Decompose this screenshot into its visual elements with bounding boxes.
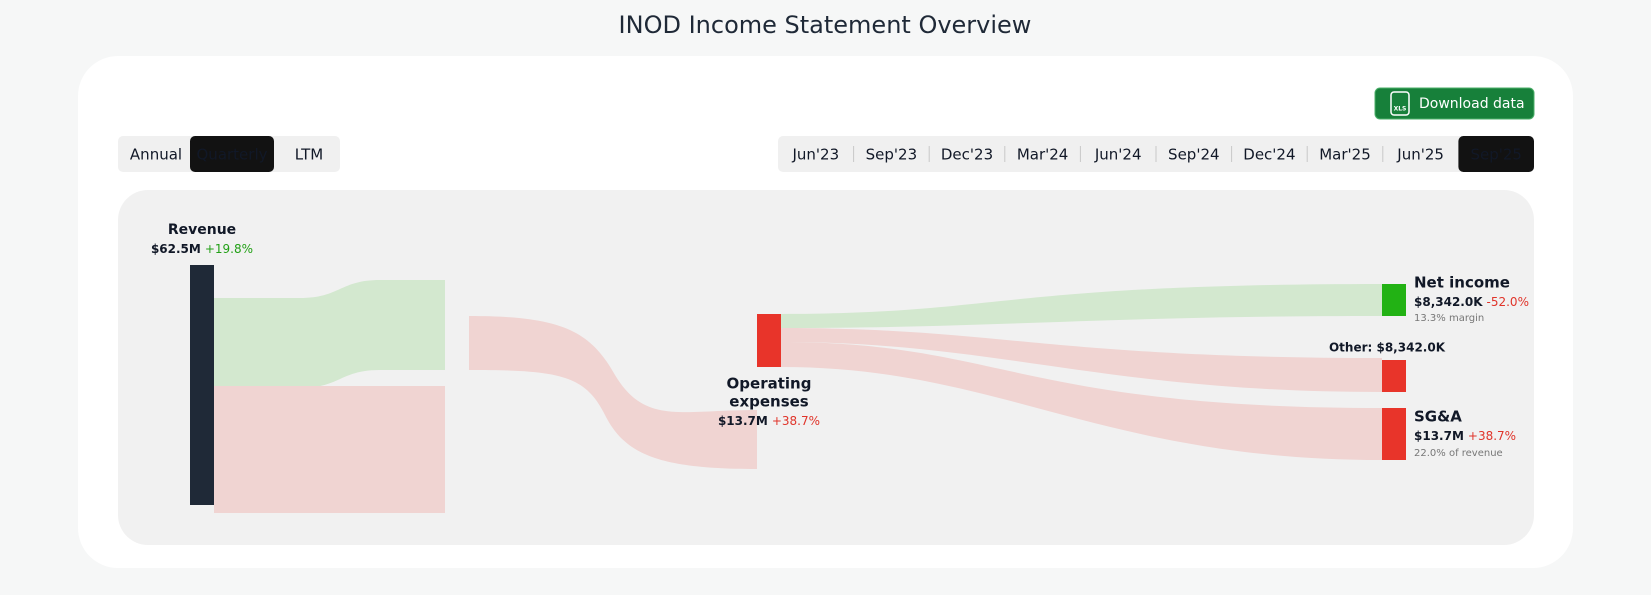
period-tab[interactable]: Sep'25 [1470,146,1521,164]
node-label: expenses [729,393,809,411]
node-value: $8,342.0K [1414,295,1483,309]
node-stats: $13.7M +38.7% [1414,429,1516,443]
period-tab[interactable]: Sep'23 [866,146,917,164]
node-change: +38.7% [772,414,820,428]
tab-active-bg [190,136,274,172]
node-label: Revenue [168,222,236,238]
other-node [1382,360,1406,392]
tab-active-bg [1458,136,1534,172]
node-label: SG&A [1414,408,1462,426]
file-icon-text: XLS [1394,106,1407,113]
period-tab[interactable]: Sep'24 [1168,146,1219,164]
node-stats: $8,342.0K -52.0% [1414,295,1529,309]
file-icon [1390,91,1410,116]
node-note: 22.0% of revenue [1414,448,1503,459]
sankey-labels: Revenue $62.5M +19.8% Operating expenses … [151,222,1529,459]
period-tab[interactable]: Jun'25 [1396,146,1444,164]
sga-node [1382,408,1406,460]
period-tab[interactable]: Jun'23 [791,146,839,164]
flow [781,342,1382,460]
node-value: $13.7M [718,414,768,428]
period-tab[interactable]: Mar'24 [1017,146,1069,164]
node-label: Operating [727,375,812,393]
node-stats: $62.5M +19.8% [151,242,253,256]
flow [469,316,757,469]
node-change: +19.8% [205,242,253,256]
download-label: Download data [1419,96,1525,112]
opex-node [757,314,781,367]
node-stats: $13.7M +38.7% [718,414,820,428]
flow [214,280,445,388]
period-tab[interactable]: Mar'25 [1319,146,1371,164]
revenue-node [190,265,214,505]
flow [781,284,1382,328]
node-label: Net income [1414,274,1510,292]
period-tab[interactable]: Dec'23 [941,146,993,164]
node-change: -52.0% [1487,295,1529,309]
flow [781,328,1382,392]
flow [214,386,445,513]
node-note: 13.3% margin [1414,313,1484,324]
period-type-tab[interactable]: Quarterly [197,146,268,164]
net-income-node [1382,284,1406,316]
download-button[interactable]: XLS Download data [1374,87,1535,120]
sankey-flows [190,265,1406,513]
node-label: Other: $8,342.0K [1329,341,1446,355]
download-bg [1374,87,1535,120]
period-type-tab[interactable]: LTM [295,146,323,164]
node-change: +38.7% [1468,429,1516,443]
period-tab[interactable]: Jun'24 [1094,146,1142,164]
node-value: $62.5M [151,242,201,256]
node-value: $13.7M [1414,429,1464,443]
page-title: INOD Income Statement Overview [619,11,1032,39]
period-type-tab[interactable]: Annual [130,146,182,164]
period-tab[interactable]: Dec'24 [1243,146,1295,164]
